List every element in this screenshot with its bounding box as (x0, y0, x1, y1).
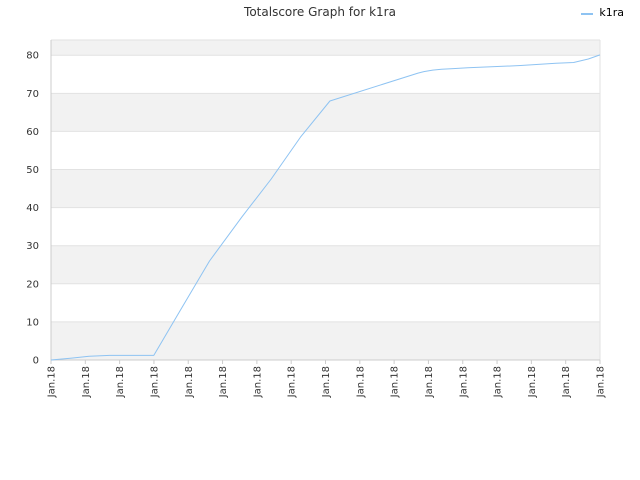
x-axis-ticks: Jan.18 Jan.18 Jan.18 Jan.18 Jan.18 Jan.18 Jan.… (47, 360, 607, 398)
chart-title: Totalscore Graph for k1ra (244, 5, 396, 19)
x-tick-label: Jan.18 (252, 366, 263, 398)
x-tick-label: Jan.18 (596, 366, 607, 398)
x-tick-label: Jan.18 (81, 366, 92, 398)
y-tick-label: 60 (26, 127, 39, 138)
x-tick-label: Jan.18 (287, 366, 298, 398)
y-tick-label: 20 (26, 279, 39, 290)
y-tick-label: 80 (26, 51, 39, 62)
x-tick-label: Jan.18 (458, 366, 469, 398)
plot-band (51, 40, 600, 56)
y-tick-label: 40 (26, 203, 39, 214)
plot-band (51, 321, 600, 360)
y-axis-ticks: 0 10 20 30 40 50 60 70 80 (26, 51, 39, 367)
legend[interactable]: k1ra (581, 6, 624, 19)
x-tick-label: Jan.18 (47, 366, 58, 398)
y-tick-label: 0 (33, 356, 39, 367)
legend-swatch (581, 12, 594, 15)
legend-label: k1ra (599, 6, 624, 19)
y-tick-label: 70 (26, 89, 39, 100)
x-tick-label: Jan.18 (184, 366, 195, 398)
x-tick-label: Jan.18 (561, 366, 572, 398)
x-tick-label: Jan.18 (355, 366, 366, 398)
x-tick-label: Jan.18 (527, 366, 538, 398)
plot-bands (51, 40, 600, 360)
x-tick-label: Jan.18 (321, 366, 332, 398)
series-line-k1ra (50, 54, 601, 361)
plot-band (51, 93, 600, 132)
x-tick-label: Jan.18 (149, 366, 160, 398)
y-tick-label: 50 (26, 165, 39, 176)
y-tick-label: 30 (26, 241, 39, 252)
x-tick-label: Jan.18 (218, 366, 229, 398)
y-tick-label: 10 (26, 317, 39, 328)
x-tick-label: Jan.18 (390, 366, 401, 398)
x-tick-label: Jan.18 (424, 366, 435, 398)
x-tick-label: Jan.18 (493, 366, 504, 398)
series-group (50, 54, 601, 361)
x-tick-label: Jan.18 (115, 366, 126, 398)
plot-band (51, 169, 600, 208)
plot-band (51, 245, 600, 284)
